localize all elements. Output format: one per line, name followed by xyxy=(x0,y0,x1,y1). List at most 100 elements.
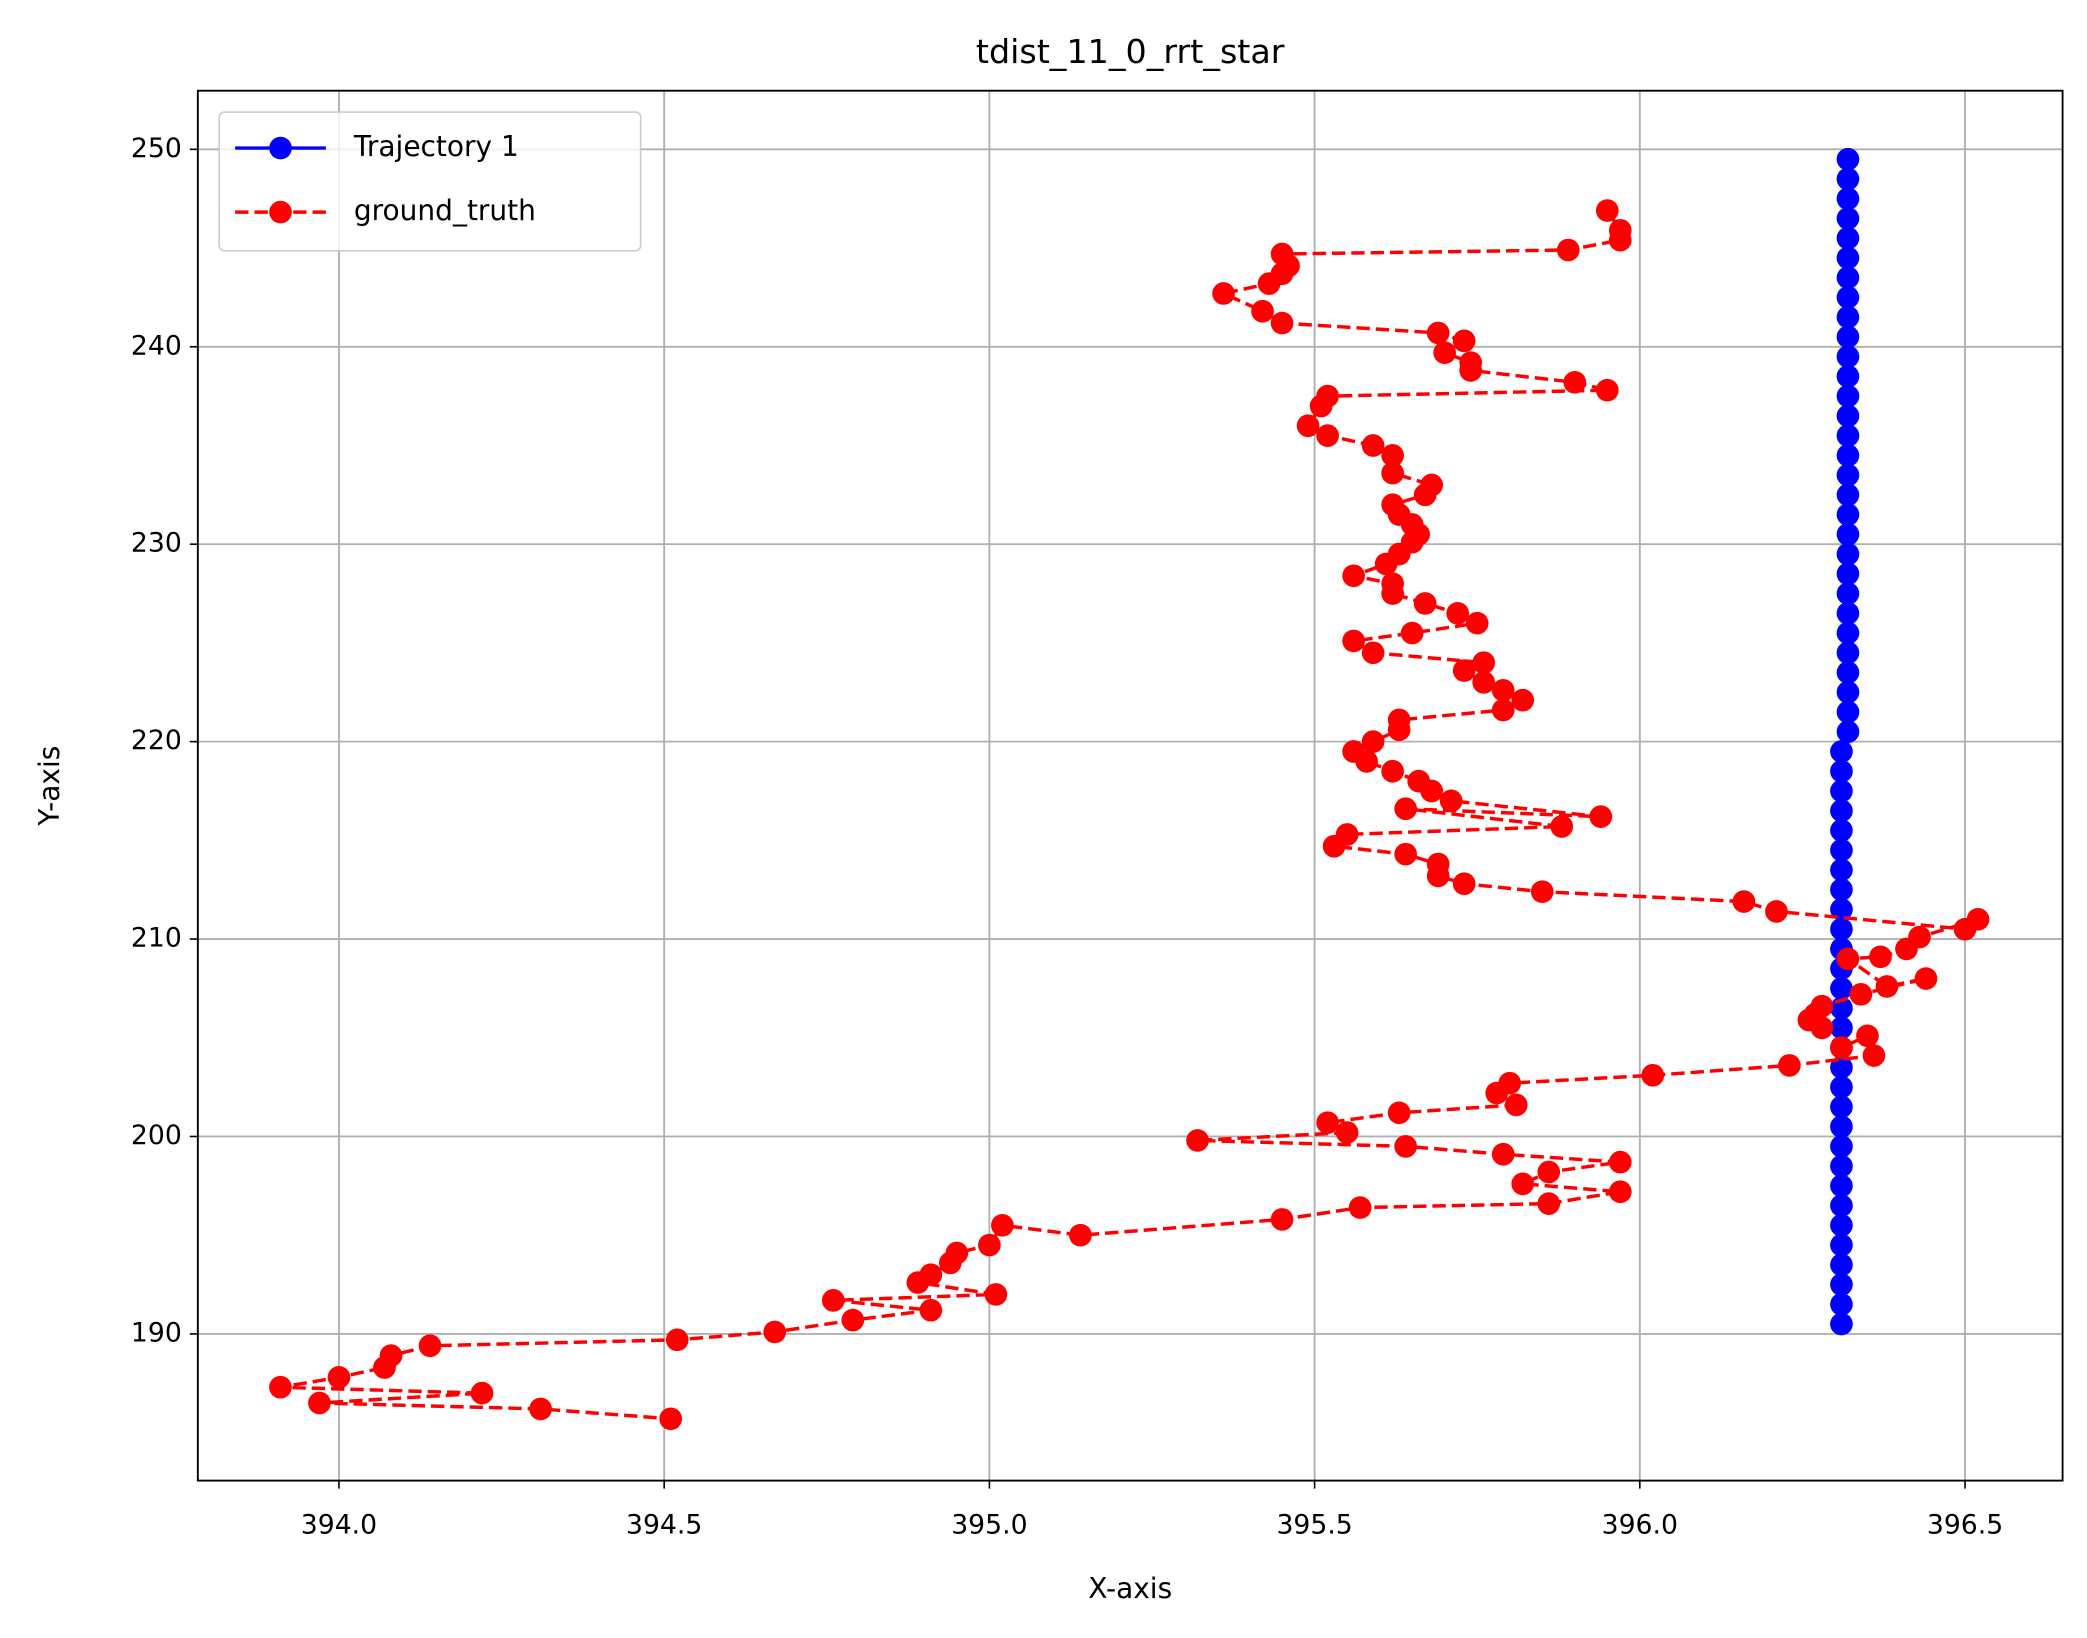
data-point xyxy=(1381,444,1404,467)
data-point xyxy=(1641,1063,1665,1087)
data-point xyxy=(1491,698,1515,722)
data-point xyxy=(1511,1172,1535,1196)
data-point xyxy=(1355,750,1378,773)
data-point xyxy=(1830,1036,1853,1059)
data-point xyxy=(1472,671,1496,694)
legend-label: Trajectory 1 xyxy=(353,130,519,163)
data-point xyxy=(1836,286,1860,309)
data-point xyxy=(1836,700,1860,724)
legend-marker xyxy=(269,136,292,160)
x-axis-label: X-axis xyxy=(1088,1572,1172,1605)
data-point xyxy=(1361,730,1385,753)
data-point xyxy=(1251,299,1274,323)
data-point xyxy=(1914,967,1938,990)
data-point xyxy=(1830,1174,1853,1198)
data-point xyxy=(1830,917,1853,941)
data-point xyxy=(1504,1093,1528,1117)
data-point xyxy=(1836,661,1860,684)
data-point xyxy=(1069,1223,1092,1247)
x-tick-label: 395.5 xyxy=(1276,1509,1352,1540)
data-point xyxy=(1836,207,1860,230)
data-point xyxy=(1491,678,1515,702)
data-point xyxy=(1446,601,1470,625)
data-point xyxy=(1608,1180,1632,1204)
data-point xyxy=(1836,187,1860,211)
data-point xyxy=(1212,282,1235,305)
data-point xyxy=(1836,542,1860,566)
data-point xyxy=(1563,370,1587,394)
data-point xyxy=(1830,1016,1853,1040)
data-point xyxy=(1589,805,1613,828)
data-point xyxy=(327,1366,351,1389)
data-point xyxy=(1830,1135,1853,1158)
x-tick-label: 394.5 xyxy=(626,1509,702,1540)
y-tick-label: 190 xyxy=(131,1317,182,1348)
y-axis-label: Y-axis xyxy=(33,746,66,827)
data-point xyxy=(1186,1129,1209,1152)
data-point xyxy=(1810,1016,1834,1040)
data-point xyxy=(1836,167,1860,191)
y-tick-label: 240 xyxy=(131,330,182,361)
data-point xyxy=(1342,629,1365,653)
data-point xyxy=(991,1213,1014,1237)
data-point xyxy=(1394,1135,1417,1158)
data-point xyxy=(1836,345,1860,368)
data-point xyxy=(1830,977,1853,1000)
data-point xyxy=(763,1320,787,1344)
data-point xyxy=(1830,898,1853,921)
y-tick-label: 210 xyxy=(131,923,182,954)
data-point xyxy=(665,1328,689,1352)
data-point xyxy=(1836,444,1860,467)
data-point xyxy=(269,1375,292,1399)
data-point xyxy=(1296,414,1320,438)
data-point xyxy=(1830,1194,1853,1217)
data-point xyxy=(1342,564,1365,588)
data-point xyxy=(1836,463,1860,487)
data-point xyxy=(1348,1196,1372,1219)
legend-label: ground_truth xyxy=(354,194,536,227)
data-point xyxy=(1830,1233,1853,1257)
data-point xyxy=(1836,266,1860,290)
data-point xyxy=(1452,872,1476,896)
data-point xyxy=(906,1271,930,1294)
data-point xyxy=(1830,1253,1853,1277)
data-point xyxy=(1530,880,1554,904)
y-tick-label: 200 xyxy=(131,1120,182,1151)
data-point xyxy=(1426,321,1450,345)
data-point xyxy=(1270,311,1294,335)
data-point xyxy=(1856,1024,1879,1048)
x-tick-label: 396.5 xyxy=(1927,1509,2003,1540)
data-point xyxy=(1830,1292,1853,1316)
data-point xyxy=(1608,228,1632,252)
data-point xyxy=(1537,1192,1561,1215)
data-point xyxy=(1836,522,1860,546)
data-point xyxy=(1836,384,1860,408)
data-point xyxy=(1550,815,1574,838)
data-point xyxy=(1439,789,1463,813)
data-point xyxy=(1836,562,1860,586)
data-point xyxy=(1472,651,1496,674)
data-point xyxy=(1511,688,1535,712)
data-point xyxy=(1830,759,1853,783)
data-point xyxy=(1849,982,1873,1006)
data-point xyxy=(1433,341,1457,365)
data-point xyxy=(1420,779,1444,803)
data-point xyxy=(1778,1054,1801,1077)
data-point xyxy=(1895,937,1918,961)
data-point xyxy=(1830,799,1853,823)
data-point xyxy=(1400,621,1424,645)
data-point xyxy=(1732,890,1756,913)
data-point xyxy=(1537,1160,1561,1184)
data-point xyxy=(1830,838,1853,862)
data-point xyxy=(1452,329,1476,353)
y-tick-label: 250 xyxy=(131,133,182,164)
data-point xyxy=(1836,424,1860,447)
y-tick-label: 230 xyxy=(131,528,182,559)
data-point xyxy=(821,1289,845,1312)
data-point xyxy=(978,1233,1001,1257)
data-point xyxy=(1830,1154,1853,1178)
data-point xyxy=(1869,945,1892,969)
legend-marker xyxy=(269,200,292,224)
